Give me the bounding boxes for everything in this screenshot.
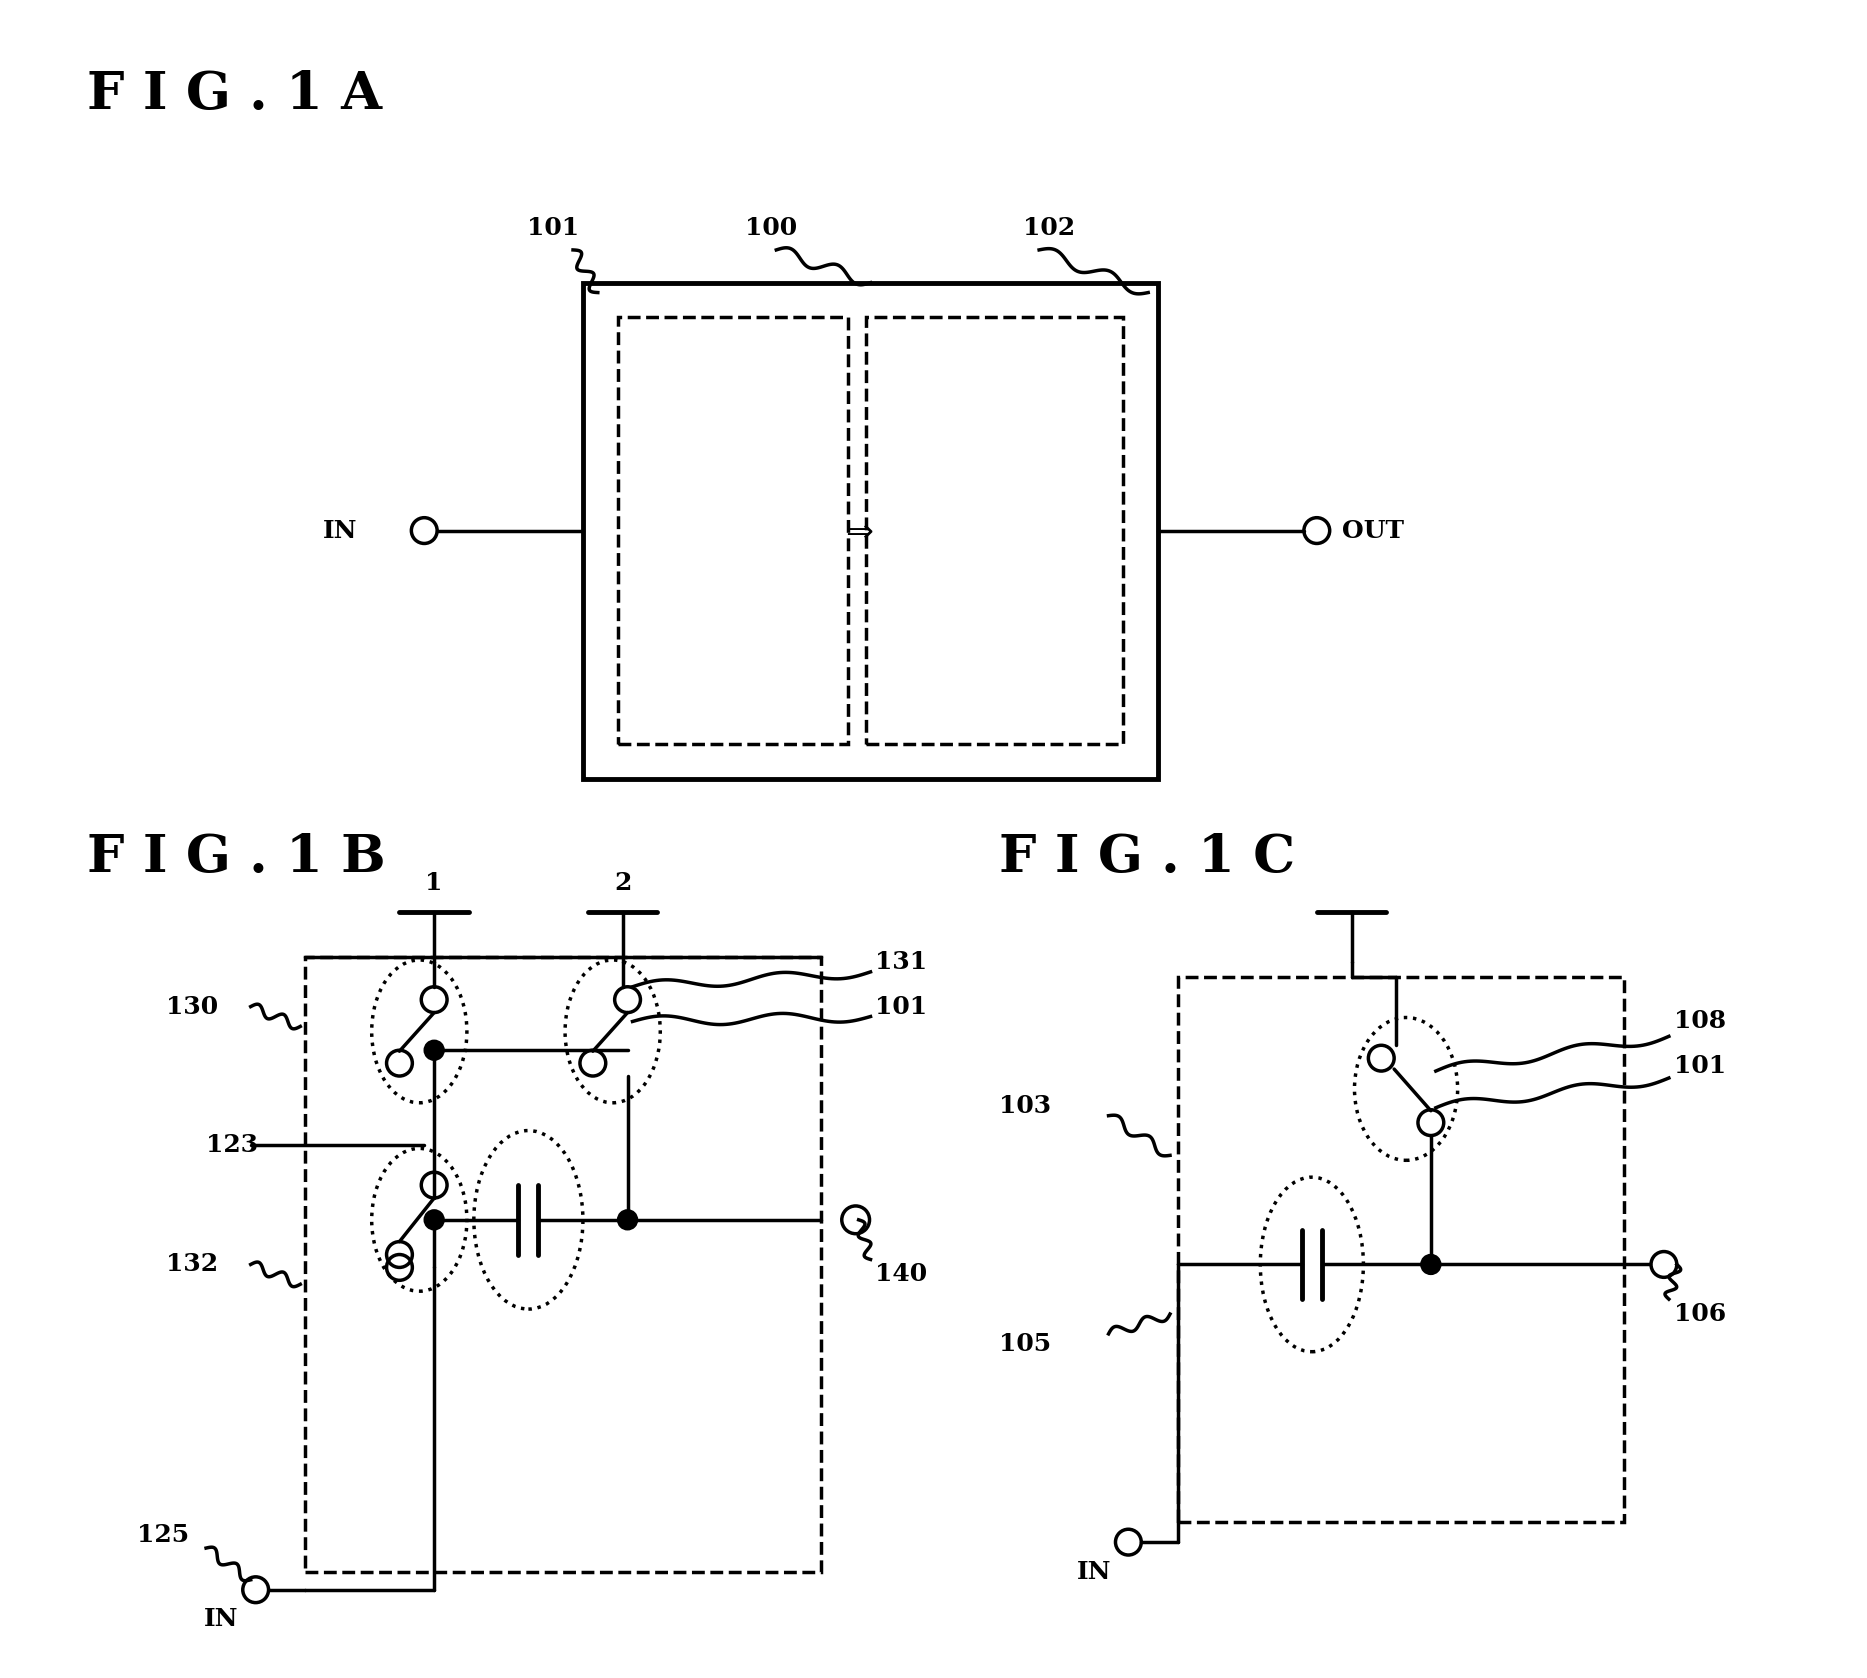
Text: F I G . 1 B: F I G . 1 B [88,832,386,883]
Bar [583,282,1158,779]
Bar [1178,977,1624,1522]
Text: 132: 132 [166,1252,218,1277]
Circle shape [1423,1255,1439,1274]
Text: $\Rightarrow$: $\Rightarrow$ [840,513,874,547]
Text: 106: 106 [1675,1302,1725,1326]
Ellipse shape [1260,1178,1363,1352]
Bar [866,317,1124,743]
Text: 1: 1 [426,871,442,894]
Text: F I G . 1 A: F I G . 1 A [88,69,383,119]
Text: 108: 108 [1675,1010,1725,1034]
Text: 125: 125 [136,1524,189,1547]
Text: IN: IN [1077,1561,1111,1584]
Circle shape [426,1042,442,1059]
Text: 102: 102 [1023,216,1075,240]
Bar [618,317,848,743]
Text: 105: 105 [999,1332,1051,1356]
Text: IN: IN [204,1608,239,1631]
Text: OUT: OUT [1342,519,1404,542]
Text: IN: IN [323,519,357,542]
Text: 123: 123 [205,1133,258,1158]
Ellipse shape [372,1148,467,1292]
Circle shape [426,1212,442,1228]
Circle shape [618,1212,637,1228]
Text: 130: 130 [166,995,218,1019]
Text: 131: 131 [876,950,928,973]
Text: 101: 101 [876,995,928,1019]
Bar [304,956,821,1572]
Ellipse shape [566,960,661,1102]
Text: F I G . 1 C: F I G . 1 C [999,832,1296,883]
Text: 2: 2 [614,871,631,894]
Text: 101: 101 [526,216,579,240]
Text: 103: 103 [999,1094,1051,1118]
Text: 101: 101 [1675,1054,1725,1077]
Ellipse shape [1354,1017,1458,1159]
Ellipse shape [372,960,467,1102]
Text: 100: 100 [745,216,797,240]
Text: 140: 140 [876,1262,928,1287]
Ellipse shape [474,1131,583,1309]
